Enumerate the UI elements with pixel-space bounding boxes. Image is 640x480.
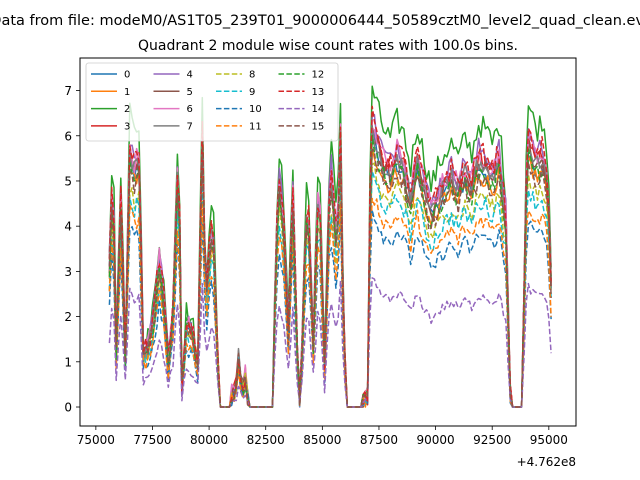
legend-label-10: 10 xyxy=(249,104,262,115)
y-tick-label-6: 6 xyxy=(64,129,72,143)
y-tick-label-4: 4 xyxy=(64,220,72,234)
series-line-9 xyxy=(108,170,552,408)
legend-label-3: 3 xyxy=(124,121,130,132)
y-axis: 0 1 2 3 4 5 6 7 xyxy=(64,84,80,415)
legend-label-12: 12 xyxy=(312,70,325,81)
legend-label-5: 5 xyxy=(187,87,193,98)
series-line-15 xyxy=(108,148,552,408)
legend-label-6: 6 xyxy=(187,104,193,115)
legend-label-4: 4 xyxy=(187,70,193,81)
x-tick-label-92500: 92500 xyxy=(473,433,511,447)
series-line-13 xyxy=(108,105,552,408)
legend-label-2: 2 xyxy=(124,104,130,115)
chart-title: Quadrant 2 module wise count rates with … xyxy=(138,38,518,54)
x-tick-label-82500: 82500 xyxy=(247,433,285,447)
y-tick-label-7: 7 xyxy=(64,84,72,98)
x-tick-label-75000: 75000 xyxy=(77,433,115,447)
plot-frame xyxy=(79,57,577,427)
legend-label-15: 15 xyxy=(312,121,325,132)
legend-label-11: 11 xyxy=(249,121,262,132)
legend-label-14: 14 xyxy=(312,104,325,115)
legend-label-8: 8 xyxy=(249,70,255,81)
figure-suptitle: Data from file: modeM0/AS1T05_239T01_900… xyxy=(0,13,640,29)
y-tick-label-3: 3 xyxy=(64,265,72,279)
x-tick-label-95000: 95000 xyxy=(530,433,568,447)
x-axis: 75000 77500 80000 82500 85000 87500 90000 92500… xyxy=(77,426,568,447)
y-tick-label-2: 2 xyxy=(64,310,72,324)
y-tick-label-0: 0 xyxy=(64,401,72,415)
x-tick-label-77500: 77500 xyxy=(133,433,171,447)
x-tick-label-80000: 80000 xyxy=(190,433,228,447)
legend-label-9: 9 xyxy=(249,87,255,98)
legend-label-0: 0 xyxy=(124,70,130,81)
x-tick-label-85000: 85000 xyxy=(303,433,341,447)
legend-label-1: 1 xyxy=(124,87,130,98)
series-line-10 xyxy=(108,209,552,408)
series-line-14 xyxy=(108,277,552,408)
legend-frame xyxy=(85,62,339,142)
y-tick-label-1: 1 xyxy=(64,355,72,369)
x-tick-label-87500: 87500 xyxy=(360,433,398,447)
x-tick-label-90000: 90000 xyxy=(416,433,454,447)
series-line-11 xyxy=(108,197,552,408)
legend-label-7: 7 xyxy=(187,121,193,132)
x-offset-label: +4.762e8 xyxy=(517,455,576,469)
y-tick-label-5: 5 xyxy=(64,174,72,188)
series-layer xyxy=(108,85,552,408)
legend-label-13: 13 xyxy=(312,87,325,98)
